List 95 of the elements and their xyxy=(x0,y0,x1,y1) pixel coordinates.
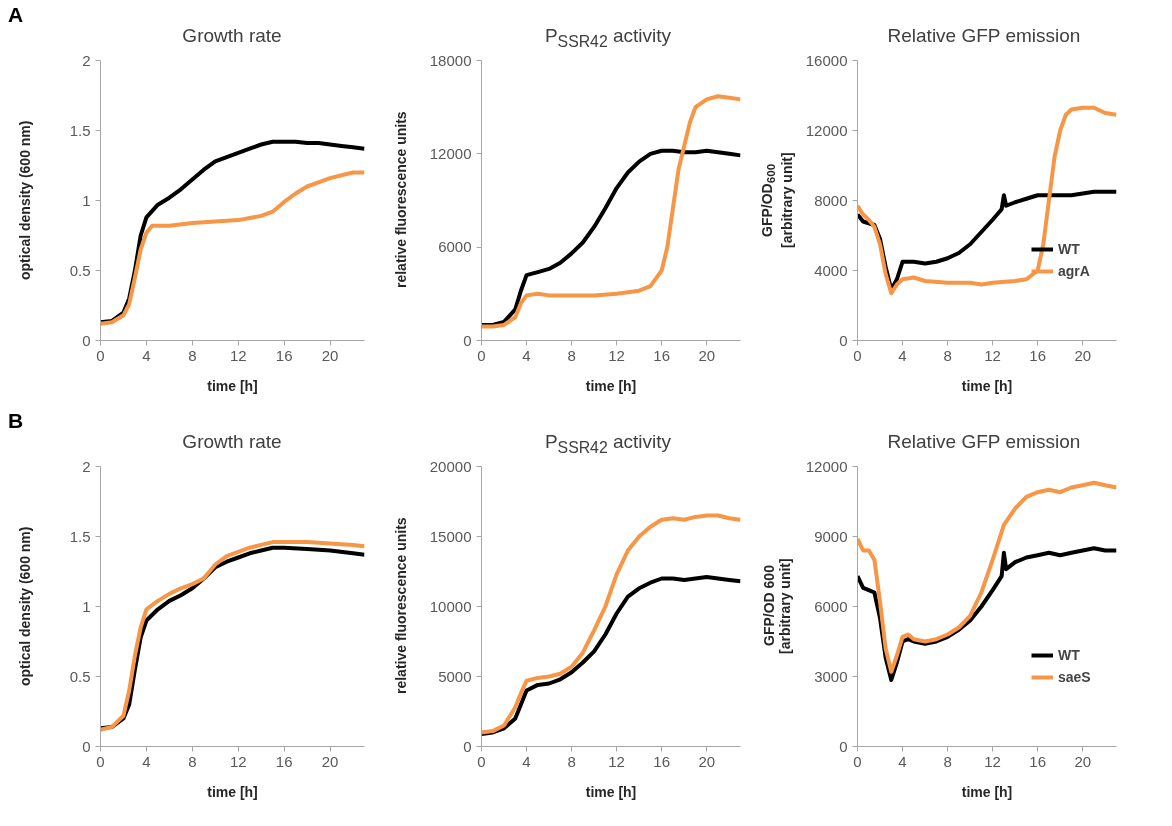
x-tick-label: 16 xyxy=(653,346,671,364)
y-tick-label: 8000 xyxy=(814,191,848,209)
chart-title: Growth rate xyxy=(181,24,283,48)
y-tick-label: 0.5 xyxy=(69,667,91,685)
y-tick-label: 12000 xyxy=(805,121,848,139)
x-tick-label: 0 xyxy=(477,346,486,364)
x-tick-label: 0 xyxy=(853,752,862,770)
chart-title: P$_{SSR42}$ activity xyxy=(543,24,673,52)
y-tick-label: 2 xyxy=(82,51,91,69)
x-tick-label: 16 xyxy=(275,752,293,770)
x-tick-label: 8 xyxy=(188,346,197,364)
legend-label: WT xyxy=(1058,647,1080,663)
x-tick-label: 12 xyxy=(984,346,1001,364)
y-tick-label: 1 xyxy=(82,191,91,209)
chart-title: P$_{SSR42}$ activity xyxy=(543,430,673,458)
text: B xyxy=(8,408,24,434)
x-tick-label: 20 xyxy=(321,752,339,770)
x-axis-title: time [h] xyxy=(585,377,637,394)
line-series xyxy=(100,170,365,326)
y-tick-label: 0 xyxy=(82,331,91,349)
y-tick-label: 4000 xyxy=(814,261,848,279)
legend-label: agrA xyxy=(1058,263,1090,279)
x-tick-label: 8 xyxy=(943,752,952,770)
x-tick-label: 12 xyxy=(608,752,625,770)
x-tick-label: 12 xyxy=(984,752,1001,770)
y-tick-label: 0 xyxy=(463,737,472,755)
legend-label: WT xyxy=(1058,241,1080,257)
y-tick-label: 15000 xyxy=(429,527,472,545)
y-axis-title: GFP/OD 600 [arbitrary unit] xyxy=(761,558,793,654)
y-axis-title: relative fluorescence units xyxy=(392,110,410,291)
y-tick-label: 6000 xyxy=(438,238,472,256)
x-tick-label: 8 xyxy=(188,752,197,770)
y-axis-title: optical density (600 nm) xyxy=(16,525,34,688)
x-tick-label: 16 xyxy=(1029,752,1047,770)
y-tick-label: 18000 xyxy=(429,51,472,69)
y-tick-label: 5000 xyxy=(438,667,472,685)
x-tick-label: 16 xyxy=(275,346,293,364)
x-tick-label: 12 xyxy=(229,346,247,364)
y-tick-label: 16000 xyxy=(805,51,848,69)
x-tick-label: 20 xyxy=(698,752,716,770)
line-series xyxy=(481,513,741,735)
x-tick-label: 0 xyxy=(853,346,862,364)
y-tick-label: 0 xyxy=(463,331,472,349)
x-tick-label: 4 xyxy=(522,752,531,770)
line-series xyxy=(481,148,741,327)
x-tick-label: 20 xyxy=(698,346,716,364)
x-tick-label: 20 xyxy=(321,346,339,364)
y-tick-label: 3000 xyxy=(814,667,848,685)
x-axis-title: time [h] xyxy=(585,783,637,800)
x-axis-title: time [h] xyxy=(961,783,1013,800)
y-tick-label: 12000 xyxy=(805,457,848,475)
x-tick-label: 0 xyxy=(96,346,105,364)
x-tick-label: 4 xyxy=(142,752,151,770)
chart-title: Growth rate xyxy=(181,430,283,454)
y-tick-label: 1.5 xyxy=(69,121,91,139)
x-tick-label: 4 xyxy=(522,346,531,364)
y-tick-label: 2 xyxy=(82,457,91,475)
x-tick-label: 20 xyxy=(1074,346,1092,364)
x-tick-label: 8 xyxy=(567,752,576,770)
x-tick-label: 20 xyxy=(1074,752,1092,770)
x-axis-title: time [h] xyxy=(207,783,258,800)
y-tick-label: 12000 xyxy=(429,144,472,162)
x-tick-label: 4 xyxy=(898,346,907,364)
y-tick-label: 0 xyxy=(839,331,848,349)
y-tick-label: 6000 xyxy=(814,597,848,615)
line-series xyxy=(857,105,1117,296)
y-tick-label: 1 xyxy=(82,597,91,615)
line-series xyxy=(481,575,741,736)
x-tick-label: 8 xyxy=(567,346,576,364)
line-series xyxy=(481,94,741,329)
y-tick-label: 9000 xyxy=(814,527,848,545)
line-series xyxy=(857,480,1117,674)
x-tick-label: 12 xyxy=(608,346,625,364)
chart-title: Relative GFP emission xyxy=(886,430,1082,454)
y-tick-label: 1.5 xyxy=(69,527,91,545)
x-tick-label: 16 xyxy=(653,752,671,770)
x-tick-label: 12 xyxy=(229,752,247,770)
legend-label: saeS xyxy=(1058,669,1091,685)
x-tick-label: 0 xyxy=(96,752,105,770)
x-tick-label: 0 xyxy=(477,752,486,770)
x-tick-label: 8 xyxy=(943,346,952,364)
y-tick-label: 0 xyxy=(82,737,91,755)
y-tick-label: 20000 xyxy=(429,457,472,475)
y-tick-label: 0 xyxy=(839,737,848,755)
y-tick-label: 0.5 xyxy=(69,261,91,279)
x-axis-title: time [h] xyxy=(961,377,1013,394)
chart-title: Relative GFP emission xyxy=(886,24,1082,48)
y-axis-title: optical density (600 nm) xyxy=(16,119,34,282)
x-tick-label: 4 xyxy=(142,346,151,364)
x-axis-title: time [h] xyxy=(207,377,258,394)
x-tick-label: 16 xyxy=(1029,346,1047,364)
text: A xyxy=(8,2,24,28)
y-tick-label: 10000 xyxy=(429,597,472,615)
y-axis-title: relative fluorescence units xyxy=(392,516,410,697)
x-tick-label: 4 xyxy=(898,752,907,770)
